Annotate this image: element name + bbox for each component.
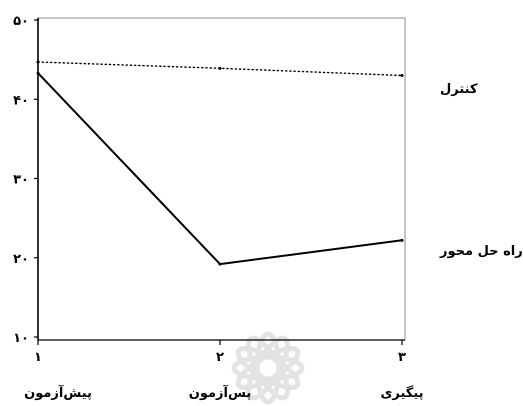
x-tick-label: ۱ [34, 350, 42, 365]
plot-area: ۵۰ ۴۰ ۳۰ ۲۰ ۱۰ ۱ ۲ ۳ [13, 14, 406, 365]
x-tick-label: ۲ [216, 350, 224, 365]
emblem-watermark-icon [231, 331, 305, 405]
data-point-solution-focused [36, 71, 40, 75]
y-tick-label: ۱۰ [13, 331, 29, 346]
y-tick-label: ۵۰ [13, 14, 29, 29]
data-point-control [218, 66, 222, 70]
data-point-control [400, 73, 404, 77]
series-label-control: کنترل [440, 82, 478, 97]
y-tick-label: ۴۰ [13, 93, 29, 108]
category-label-pretest: پیش‌آزمون [24, 386, 92, 401]
data-point-solution-focused [218, 262, 222, 266]
y-tick-label: ۲۰ [13, 252, 29, 267]
data-point-solution-focused [400, 238, 404, 242]
plot-frame [37, 17, 406, 341]
data-point-control [36, 60, 40, 64]
category-label-followup: پیگیری [380, 386, 424, 401]
series-label-solution-focused: راه حل محور [440, 244, 523, 259]
series-line-solution-focused [37, 72, 403, 266]
x-tick-label: ۳ [398, 350, 406, 365]
category-label-posttest: پس‌آزمون [188, 386, 252, 401]
y-tick-label: ۳۰ [13, 173, 29, 188]
